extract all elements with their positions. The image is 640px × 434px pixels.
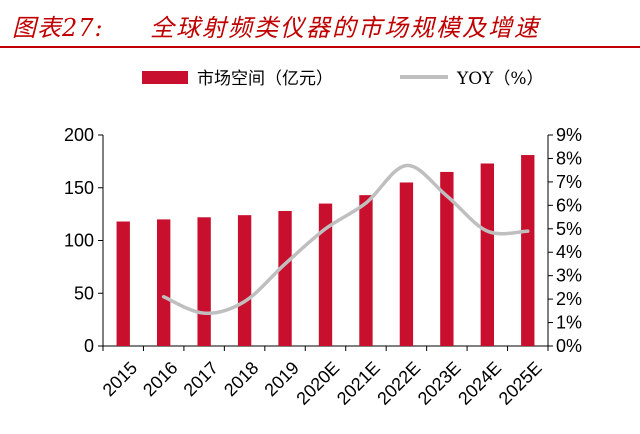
bar bbox=[318, 203, 333, 346]
y-right-tick-label: 6% bbox=[556, 195, 582, 215]
bar bbox=[440, 171, 454, 346]
legend-bar-label: 市场空间（亿元） bbox=[197, 69, 333, 89]
y-right-tick-label: 9% bbox=[556, 125, 582, 145]
x-tick-label: 2016 bbox=[139, 358, 181, 400]
bar bbox=[197, 217, 211, 346]
y-right-tick-label: 4% bbox=[556, 242, 582, 262]
legend: 市场空间（亿元） YOY（%） bbox=[142, 69, 544, 89]
bar bbox=[399, 182, 414, 346]
y-left-tick-label: 150 bbox=[64, 178, 94, 198]
x-tick-label: 2018 bbox=[220, 358, 262, 400]
x-tick-label: 2022E bbox=[373, 358, 424, 409]
y-left-tick-label: 200 bbox=[64, 125, 94, 145]
figure-title: 全球射频类仪器的市场规模及增速 bbox=[150, 14, 540, 42]
bar bbox=[480, 163, 494, 346]
x-tick-label: 2017 bbox=[180, 358, 222, 400]
y-left-tick-label: 50 bbox=[74, 283, 94, 303]
y-right-tick-label: 8% bbox=[556, 148, 582, 168]
bar bbox=[157, 219, 171, 346]
bar bbox=[359, 195, 373, 346]
x-tick-label: 2024E bbox=[454, 358, 505, 409]
y-right-tick-label: 7% bbox=[556, 172, 582, 192]
y-right-tick-label: 5% bbox=[556, 219, 582, 239]
y-left-tick-label: 0 bbox=[84, 336, 94, 356]
x-tick-label: 2020E bbox=[292, 358, 343, 409]
x-tick-label: 2025E bbox=[495, 358, 546, 409]
y-right-tick-label: 0% bbox=[556, 336, 582, 356]
bar bbox=[237, 215, 252, 346]
title-rule bbox=[0, 46, 640, 48]
y-right-tick-label: 2% bbox=[556, 289, 582, 309]
axes: 0 50 100 150 200 0% 1% 2% 3% 4% 5% 6% 7% 8% 9% bbox=[64, 125, 582, 356]
legend-bar-swatch bbox=[142, 71, 188, 84]
x-tick-labels: 201520162017201820192020E2021E2022E2023E… bbox=[99, 358, 546, 409]
yoy-line bbox=[161, 163, 530, 315]
y-right-tick-label: 1% bbox=[556, 313, 582, 333]
x-tick-label: 2015 bbox=[99, 358, 141, 400]
bar bbox=[278, 210, 292, 346]
bar-series bbox=[116, 155, 535, 346]
y-right-tick-label: 3% bbox=[556, 266, 582, 286]
line-series bbox=[161, 163, 530, 315]
legend-line-label: YOY（%） bbox=[456, 69, 544, 89]
figure-header: 图表27: 全球射频类仪器的市场规模及增速 bbox=[0, 0, 640, 50]
x-tick-label: 2023E bbox=[414, 358, 465, 409]
figure-label: 图表27: bbox=[12, 14, 104, 42]
bar bbox=[521, 155, 535, 346]
x-tick-label: 2021E bbox=[333, 358, 384, 409]
bar bbox=[116, 221, 130, 346]
y-left-tick-label: 100 bbox=[64, 231, 94, 251]
